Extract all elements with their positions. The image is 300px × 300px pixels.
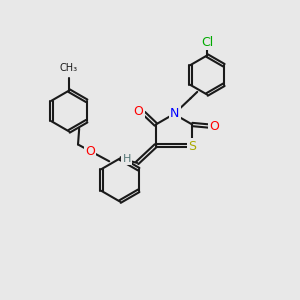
Text: O: O bbox=[85, 145, 95, 158]
Text: S: S bbox=[188, 140, 196, 153]
Text: Cl: Cl bbox=[201, 36, 213, 49]
Text: O: O bbox=[134, 105, 143, 118]
Text: CH₃: CH₃ bbox=[60, 63, 78, 73]
Text: N: N bbox=[170, 107, 179, 120]
Text: O: O bbox=[209, 119, 219, 133]
Text: H: H bbox=[122, 154, 131, 164]
